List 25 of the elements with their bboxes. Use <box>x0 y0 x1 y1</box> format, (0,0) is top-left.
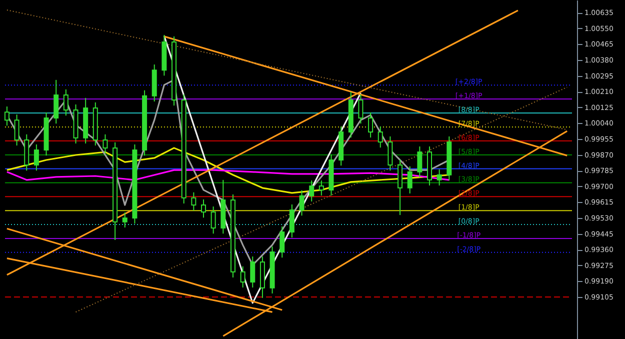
candlestick <box>250 256 256 288</box>
candlestick <box>210 206 216 234</box>
candlestick <box>318 180 324 196</box>
candlestick <box>358 94 364 124</box>
candlestick <box>122 212 128 228</box>
candlestick <box>280 226 285 258</box>
candlestick <box>191 192 196 212</box>
candlestick <box>240 266 246 288</box>
candlestick <box>4 106 10 126</box>
candlestick <box>417 146 422 178</box>
candlestick <box>54 79 59 124</box>
candlestick <box>14 114 20 146</box>
candlestick <box>102 134 108 154</box>
candlestick <box>34 144 39 172</box>
candlestick <box>378 126 383 148</box>
candlestick <box>309 180 314 202</box>
candlestick <box>407 166 412 194</box>
candlestick <box>398 158 403 216</box>
candlestick <box>289 204 294 238</box>
candlestick <box>201 198 206 218</box>
candlestick <box>388 136 393 172</box>
candlestick <box>63 88 68 116</box>
candlestick <box>299 190 304 216</box>
candlestick <box>368 112 374 138</box>
candlestick <box>436 168 442 186</box>
